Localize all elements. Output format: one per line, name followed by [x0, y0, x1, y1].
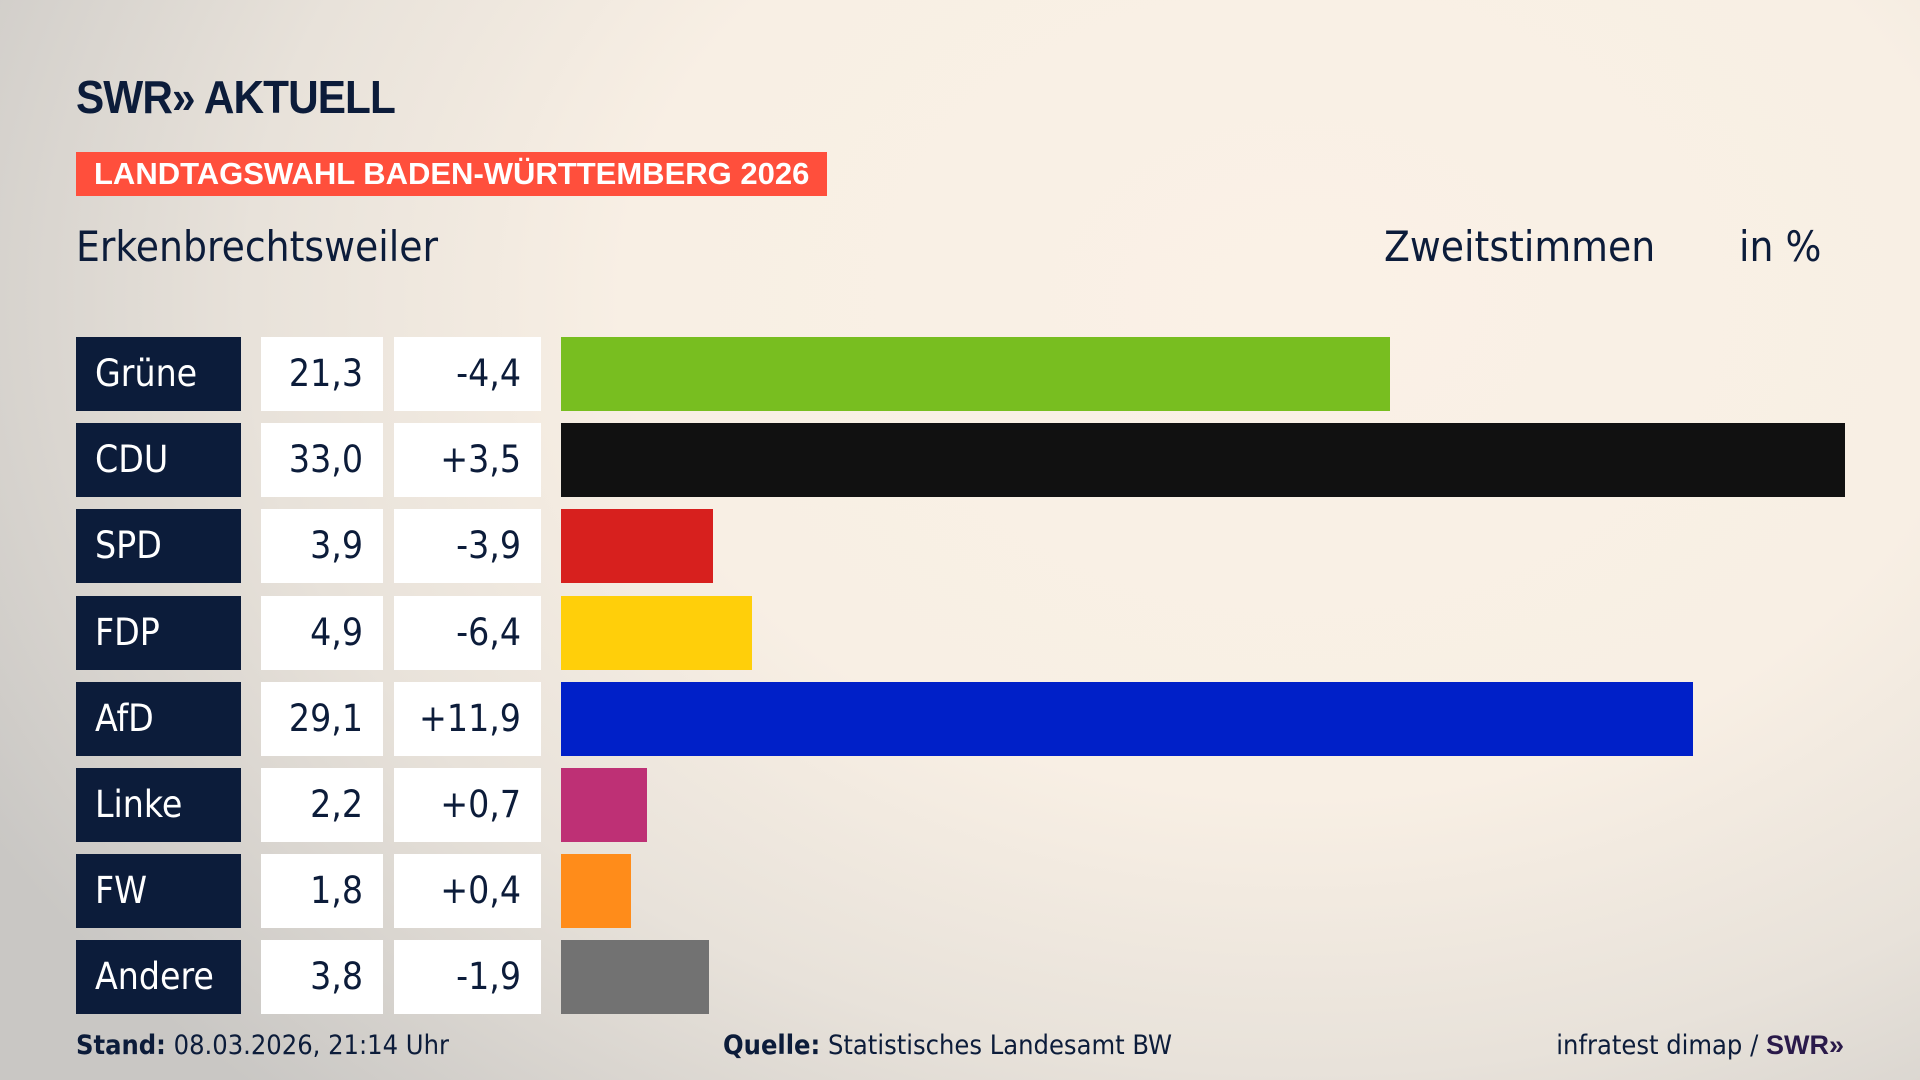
- unit-label: in %: [1739, 222, 1822, 271]
- change-label: +0,7: [394, 768, 541, 842]
- swr-small-logo: SWR»: [1765, 1030, 1844, 1060]
- stand-label: Stand:: [76, 1030, 166, 1061]
- credit-info: infratest dimap / SWR»: [1556, 1030, 1844, 1061]
- change-label: +11,9: [394, 681, 541, 756]
- party-label: Linke: [76, 768, 241, 842]
- change-label: -3,9: [394, 509, 541, 584]
- change-label: -6,4: [394, 595, 541, 670]
- party-label: AfD: [76, 681, 241, 756]
- party-label: FW: [76, 854, 241, 929]
- bar-spd: [561, 509, 713, 584]
- bar-linke: [561, 768, 647, 842]
- stand-value: 08.03.2026, 21:14 Uhr: [173, 1030, 449, 1061]
- value-label: 1,8: [261, 854, 383, 929]
- measure-label: Zweitstimmen: [1384, 222, 1656, 271]
- source-value: Statistisches Landesamt BW: [827, 1030, 1173, 1061]
- swr-aktuell-logo: SWR» AKTUELL: [76, 71, 396, 123]
- value-label: 4,9: [261, 595, 383, 670]
- location-title: Erkenbrechtsweiler: [76, 222, 439, 271]
- party-label: CDU: [76, 423, 241, 498]
- bar-cdu: [561, 423, 1845, 498]
- change-label: +3,5: [394, 423, 541, 498]
- party-label: FDP: [76, 595, 241, 670]
- change-label: -1,9: [394, 940, 541, 1015]
- source-label: Quelle:: [723, 1030, 821, 1061]
- credit-text: infratest dimap /: [1556, 1030, 1759, 1061]
- change-label: -4,4: [394, 337, 541, 411]
- value-label: 2,2: [261, 768, 383, 842]
- bar-grüne: [561, 337, 1390, 411]
- bar-fw: [561, 854, 632, 929]
- stand-info: Stand: 08.03.2026, 21:14 Uhr: [76, 1030, 449, 1061]
- value-label: 3,9: [261, 509, 383, 584]
- election-banner: LANDTAGSWAHL BADEN-WÜRTTEMBERG 2026: [76, 152, 828, 196]
- party-label: Andere: [76, 940, 241, 1015]
- value-label: 29,1: [261, 681, 383, 756]
- value-label: 3,8: [261, 940, 383, 1015]
- bar-andere: [561, 940, 709, 1015]
- party-label: Grüne: [76, 337, 241, 411]
- change-label: +0,4: [394, 854, 541, 929]
- source-info: Quelle: Statistisches Landesamt BW: [723, 1030, 1172, 1061]
- party-label: SPD: [76, 509, 241, 584]
- bar-afd: [561, 681, 1694, 756]
- value-label: 21,3: [261, 337, 383, 411]
- value-label: 33,0: [261, 423, 383, 498]
- bar-fdp: [561, 595, 752, 670]
